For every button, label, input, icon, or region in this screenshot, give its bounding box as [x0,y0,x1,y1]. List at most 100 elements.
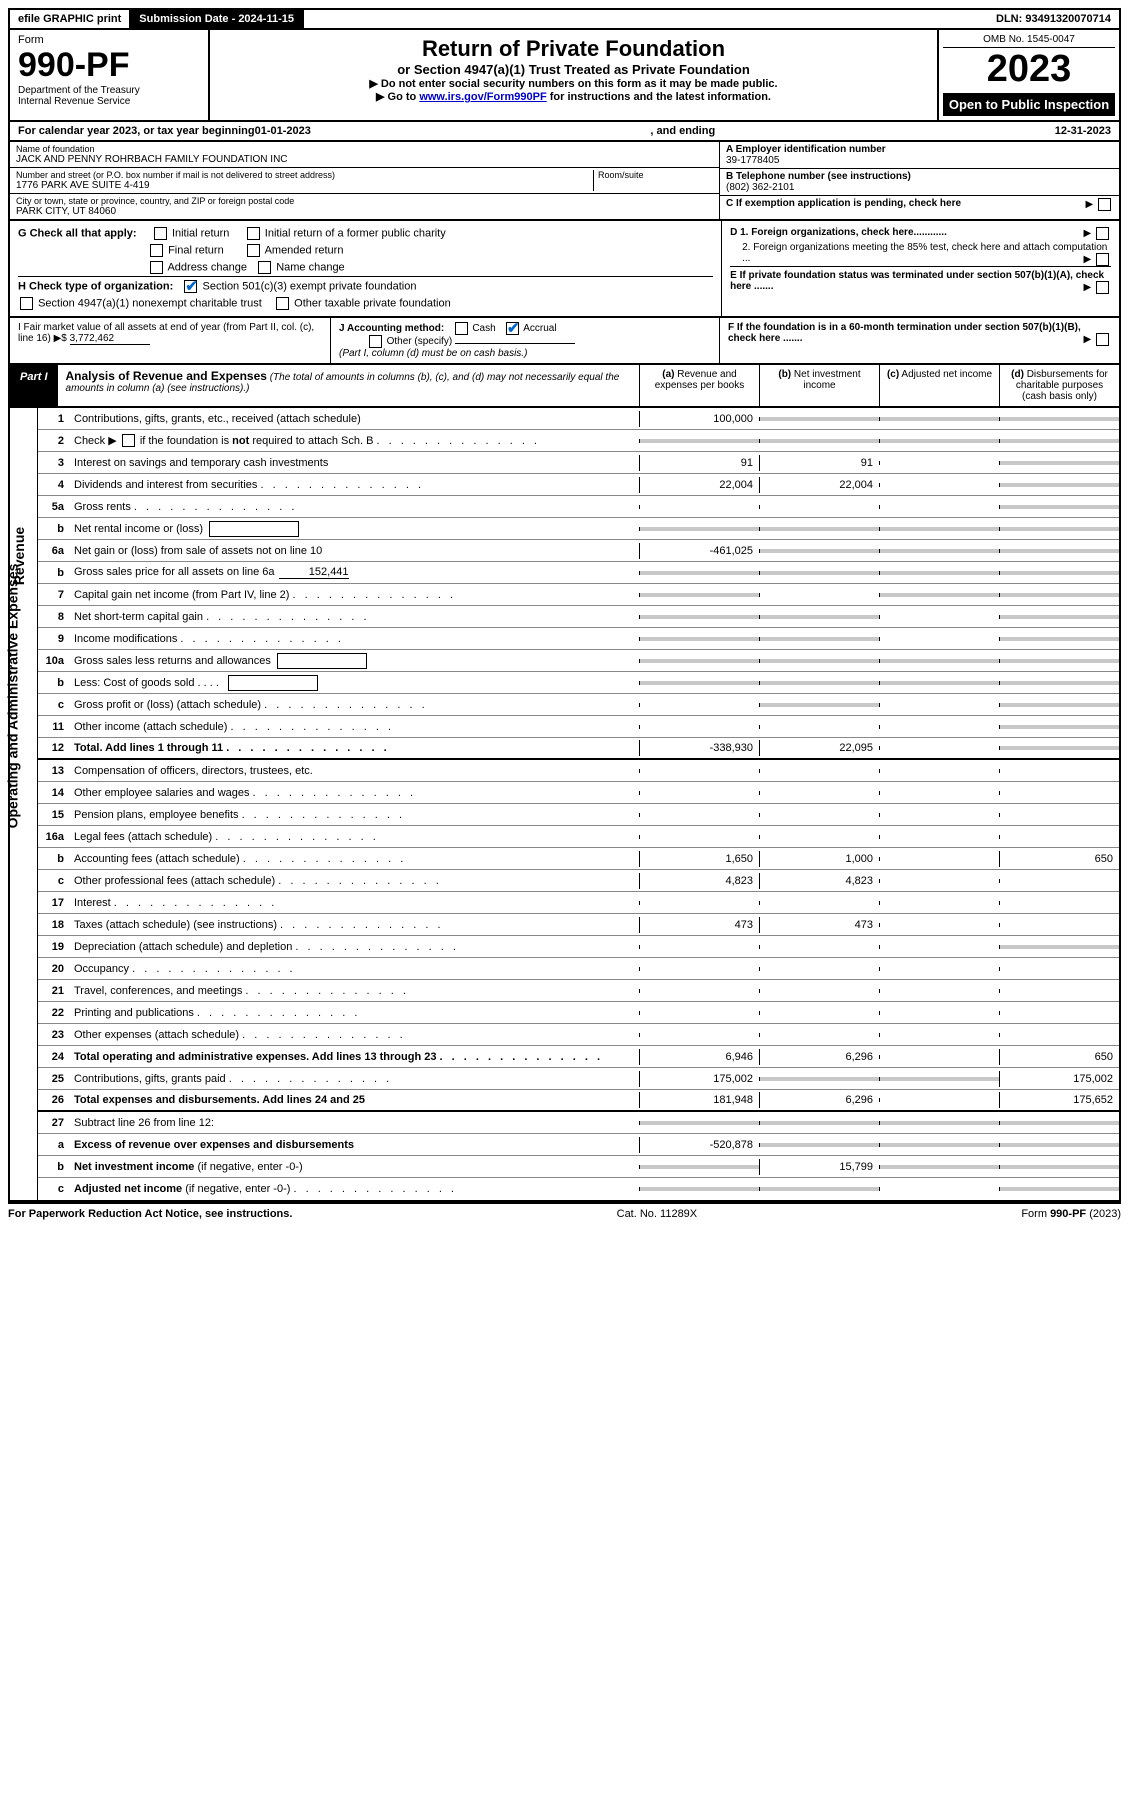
f-checkbox[interactable] [1096,333,1109,346]
r10a-a [639,659,759,663]
r8-desc-text: Net short-term capital gain [74,611,203,623]
name-label: Name of foundation [16,144,713,154]
r6b-desc: Gross sales price for all assets on line… [70,564,639,581]
phone-value: (802) 362-2101 [726,182,1113,193]
foundation-name: JACK AND PENNY ROHRBACH FAMILY FOUNDATIO… [16,154,713,165]
r20-num: 20 [38,963,70,975]
r15-num: 15 [38,809,70,821]
r2-checkbox[interactable] [122,434,135,447]
e-checkbox[interactable] [1096,281,1109,294]
r25-num: 25 [38,1073,70,1085]
h-4947-checkbox[interactable] [20,297,33,310]
part1-label: Part I [10,365,58,406]
r13-desc: Compensation of officers, directors, tru… [70,763,639,779]
instr2-prefix: ▶ Go to [376,91,419,103]
c-checkbox[interactable] [1098,198,1111,211]
row-20: 20 Occupancy [38,958,1119,980]
r13-a [639,769,759,773]
r17-desc-text: Interest [74,897,111,909]
row-2: 2 Check ▶ if the foundation is not requi… [38,430,1119,452]
g-name-checkbox[interactable] [258,261,271,274]
col-b-head: (b) Net investment income [759,365,879,406]
r10b-desc-text: Less: Cost of goods sold [74,676,194,688]
g-label: G Check all that apply: [18,227,137,239]
irs-link[interactable]: www.irs.gov/Form990PF [419,91,546,103]
r5a-num: 5a [38,501,70,513]
ijf-section: I Fair market value of all assets at end… [8,318,1121,365]
r15-c [879,813,999,817]
r16c-num: c [38,875,70,887]
h-other-checkbox[interactable] [276,297,289,310]
r6b-num: b [38,567,70,579]
r27b-c [879,1165,999,1169]
r10a-desc: Gross sales less returns and allowances [70,651,639,671]
r10c-d [999,703,1119,707]
r16c-b: 4,823 [759,873,879,889]
g-initial-checkbox[interactable] [154,227,167,240]
r19-num: 19 [38,941,70,953]
g-opt4: Initial return of a former public charit… [265,227,446,239]
room-label: Room/suite [598,170,713,180]
r20-desc: Occupancy [70,961,639,977]
r26-c [879,1098,999,1102]
city-value: PARK CITY, UT 84060 [16,206,713,217]
r16b-c [879,857,999,861]
phone-cell: B Telephone number (see instructions) (8… [720,169,1119,196]
r5a-d [999,505,1119,509]
r16b-d: 650 [999,851,1119,867]
part1-header: Part I Analysis of Revenue and Expenses … [8,365,1121,408]
r11-a [639,725,759,729]
r6a-d [999,549,1119,553]
r6b-c [879,571,999,575]
r23-a [639,1033,759,1037]
form-subtitle: or Section 4947(a)(1) Trust Treated as P… [222,62,925,77]
f-section: F If the foundation is in a 60-month ter… [719,318,1119,363]
r16a-b [759,835,879,839]
d1-checkbox[interactable] [1096,227,1109,240]
row-12: 12 Total. Add lines 1 through 11 -338,93… [38,738,1119,760]
g-address-checkbox[interactable] [150,261,163,274]
r25-a: 175,002 [639,1071,759,1087]
r1-c [879,417,999,421]
r24-d: 650 [999,1049,1119,1065]
r9-desc: Income modifications [70,631,639,647]
city-cell: City or town, state or province, country… [10,194,719,219]
info-grid: Name of foundation JACK AND PENNY ROHRBA… [8,142,1121,221]
r23-desc-text: Other expenses (attach schedule) [74,1029,239,1041]
r10c-num: c [38,699,70,711]
r12-c [879,746,999,750]
j-note: (Part I, column (d) must be on cash basi… [339,348,527,359]
r4-desc: Dividends and interest from securities [70,477,639,493]
instr-2: ▶ Go to www.irs.gov/Form990PF for instru… [222,90,925,103]
g-final-checkbox[interactable] [150,244,163,257]
ein-label: A Employer identification number [726,144,1113,155]
r18-num: 18 [38,919,70,931]
row-3: 3 Interest on savings and temporary cash… [38,452,1119,474]
c-label: C If exemption application is pending, c… [726,198,961,209]
row-21: 21 Travel, conferences, and meetings [38,980,1119,1002]
r14-num: 14 [38,787,70,799]
g-amended-checkbox[interactable] [247,244,260,257]
j-cash-checkbox[interactable] [455,322,468,335]
r16b-num: b [38,853,70,865]
h-501c3-checkbox[interactable] [184,280,197,293]
r12-desc: Total. Add lines 1 through 11 [70,740,639,756]
g-opt3: Address change [167,261,247,273]
r16a-desc: Legal fees (attach schedule) [70,829,639,845]
g-former-checkbox[interactable] [247,227,260,240]
r17-desc: Interest [70,895,639,911]
r6a-b [759,549,879,553]
addr-cell: Number and street (or P.O. box number if… [10,168,719,194]
part1-desc: Analysis of Revenue and Expenses (The to… [58,365,639,406]
row-7: 7 Capital gain net income (from Part IV,… [38,584,1119,606]
r27b-a [639,1165,759,1169]
d2-checkbox[interactable] [1096,253,1109,266]
row-16a: 16a Legal fees (attach schedule) [38,826,1119,848]
r22-c [879,1011,999,1015]
j-other-checkbox[interactable] [369,335,382,348]
r16c-desc: Other professional fees (attach schedule… [70,873,639,889]
r24-desc: Total operating and administrative expen… [70,1049,639,1065]
row-27c: c Adjusted net income (if negative, ente… [38,1178,1119,1200]
row-27b: b Net investment income (if negative, en… [38,1156,1119,1178]
j-accrual-checkbox[interactable] [506,322,519,335]
